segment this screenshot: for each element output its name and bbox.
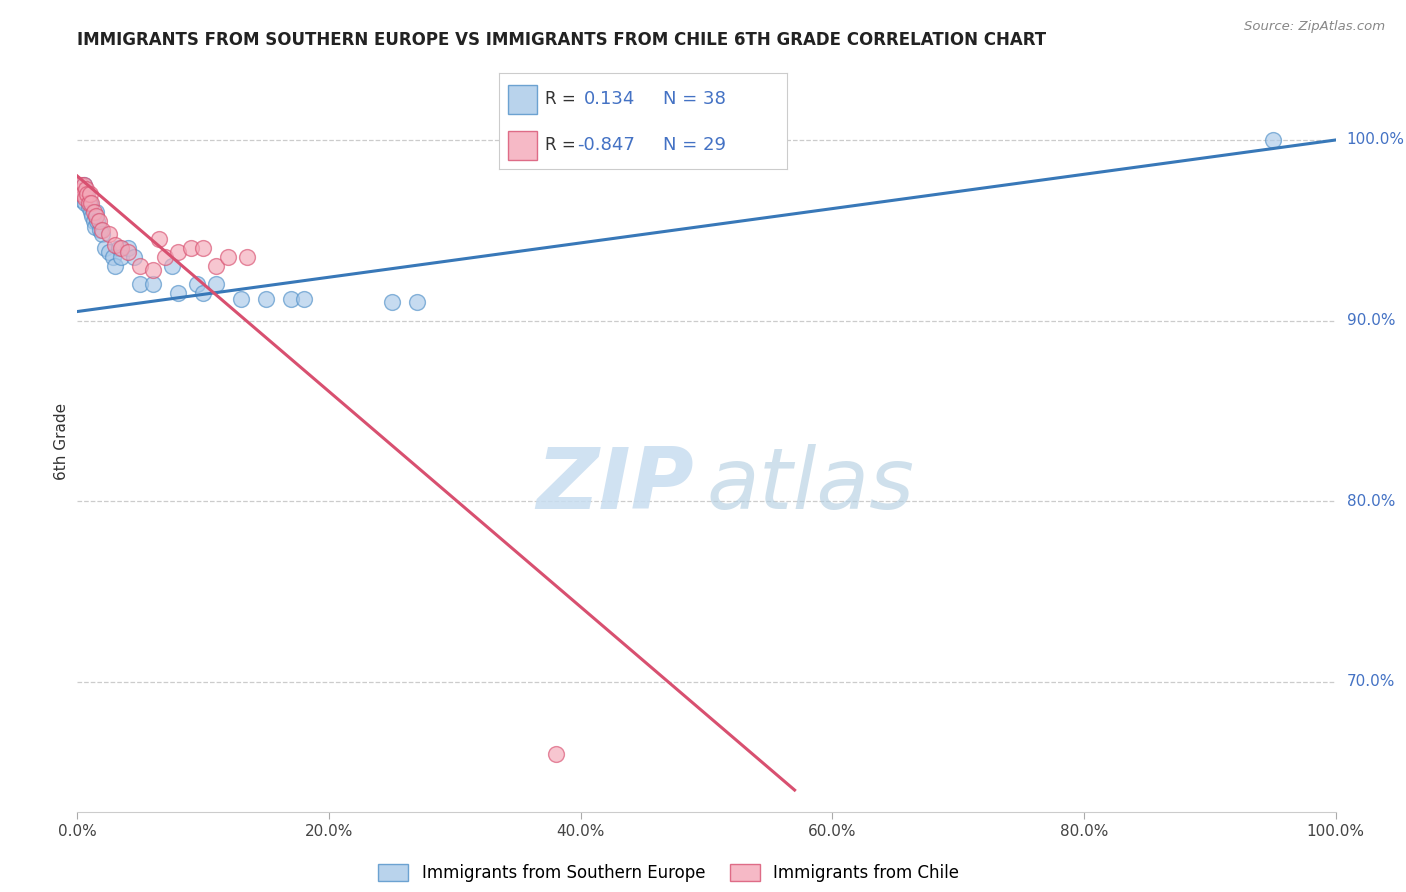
Y-axis label: 6th Grade: 6th Grade bbox=[53, 403, 69, 480]
Point bbox=[155, 251, 177, 265]
Point bbox=[73, 191, 96, 205]
Point bbox=[101, 251, 124, 265]
Point bbox=[186, 277, 208, 292]
Point bbox=[83, 205, 105, 219]
Point bbox=[180, 241, 202, 255]
Point bbox=[70, 178, 93, 193]
Point bbox=[406, 295, 429, 310]
FancyBboxPatch shape bbox=[508, 85, 537, 113]
Point bbox=[86, 214, 108, 228]
Point bbox=[1261, 133, 1284, 147]
Text: R =: R = bbox=[546, 136, 576, 154]
Text: 90.0%: 90.0% bbox=[1347, 313, 1395, 328]
Point bbox=[76, 187, 98, 202]
Point bbox=[84, 219, 107, 234]
Point bbox=[80, 196, 103, 211]
Point bbox=[204, 277, 226, 292]
Point bbox=[142, 263, 165, 277]
Point bbox=[129, 277, 152, 292]
Point bbox=[72, 178, 94, 193]
Text: R =: R = bbox=[546, 90, 576, 108]
Text: ZIP: ZIP bbox=[536, 444, 695, 527]
Text: N = 38: N = 38 bbox=[664, 90, 727, 108]
Text: N = 29: N = 29 bbox=[664, 136, 727, 154]
Point bbox=[80, 205, 103, 219]
Point bbox=[191, 241, 215, 255]
Point bbox=[75, 182, 97, 196]
Point bbox=[75, 184, 97, 198]
Point bbox=[129, 260, 152, 274]
Point bbox=[87, 214, 110, 228]
Point bbox=[167, 244, 190, 259]
Point bbox=[122, 251, 145, 265]
Point bbox=[73, 196, 96, 211]
Text: 0.134: 0.134 bbox=[583, 90, 636, 108]
Point bbox=[236, 251, 259, 265]
Point bbox=[104, 260, 127, 274]
Point bbox=[72, 193, 94, 207]
Point bbox=[83, 214, 105, 228]
Point bbox=[91, 223, 114, 237]
Point bbox=[142, 277, 165, 292]
Point bbox=[97, 227, 120, 241]
Legend: Immigrants from Southern Europe, Immigrants from Chile: Immigrants from Southern Europe, Immigra… bbox=[371, 857, 966, 888]
Text: -0.847: -0.847 bbox=[576, 136, 636, 154]
Point bbox=[148, 232, 170, 246]
Point bbox=[84, 205, 107, 219]
Text: Source: ZipAtlas.com: Source: ZipAtlas.com bbox=[1244, 20, 1385, 33]
Text: atlas: atlas bbox=[707, 444, 914, 527]
Point bbox=[110, 241, 132, 255]
Point bbox=[204, 260, 226, 274]
Point bbox=[280, 292, 302, 306]
Point bbox=[292, 292, 315, 306]
Point bbox=[167, 286, 190, 301]
Point bbox=[69, 184, 91, 198]
Point bbox=[117, 241, 139, 255]
Point bbox=[110, 251, 132, 265]
Point bbox=[229, 292, 252, 306]
Text: 80.0%: 80.0% bbox=[1347, 493, 1395, 508]
Point bbox=[77, 196, 100, 211]
Point bbox=[117, 244, 139, 259]
Point bbox=[191, 286, 215, 301]
Point bbox=[77, 200, 100, 214]
Point bbox=[76, 191, 98, 205]
Point bbox=[94, 241, 117, 255]
Point bbox=[79, 187, 101, 202]
Text: 100.0%: 100.0% bbox=[1347, 133, 1405, 147]
Point bbox=[381, 295, 404, 310]
Point bbox=[84, 209, 107, 223]
Text: 70.0%: 70.0% bbox=[1347, 674, 1395, 690]
Text: IMMIGRANTS FROM SOUTHERN EUROPE VS IMMIGRANTS FROM CHILE 6TH GRADE CORRELATION C: IMMIGRANTS FROM SOUTHERN EUROPE VS IMMIG… bbox=[77, 31, 1046, 49]
Point bbox=[79, 196, 101, 211]
Point bbox=[160, 260, 183, 274]
Point bbox=[217, 251, 239, 265]
Point bbox=[108, 241, 131, 255]
Point bbox=[91, 227, 114, 241]
FancyBboxPatch shape bbox=[508, 131, 537, 160]
Point bbox=[72, 187, 94, 202]
Point bbox=[254, 292, 277, 306]
Point bbox=[97, 244, 120, 259]
Point bbox=[544, 747, 567, 761]
Point bbox=[82, 209, 104, 223]
Point bbox=[69, 187, 91, 202]
Point bbox=[104, 237, 127, 252]
Point bbox=[89, 223, 111, 237]
Point bbox=[72, 178, 94, 193]
